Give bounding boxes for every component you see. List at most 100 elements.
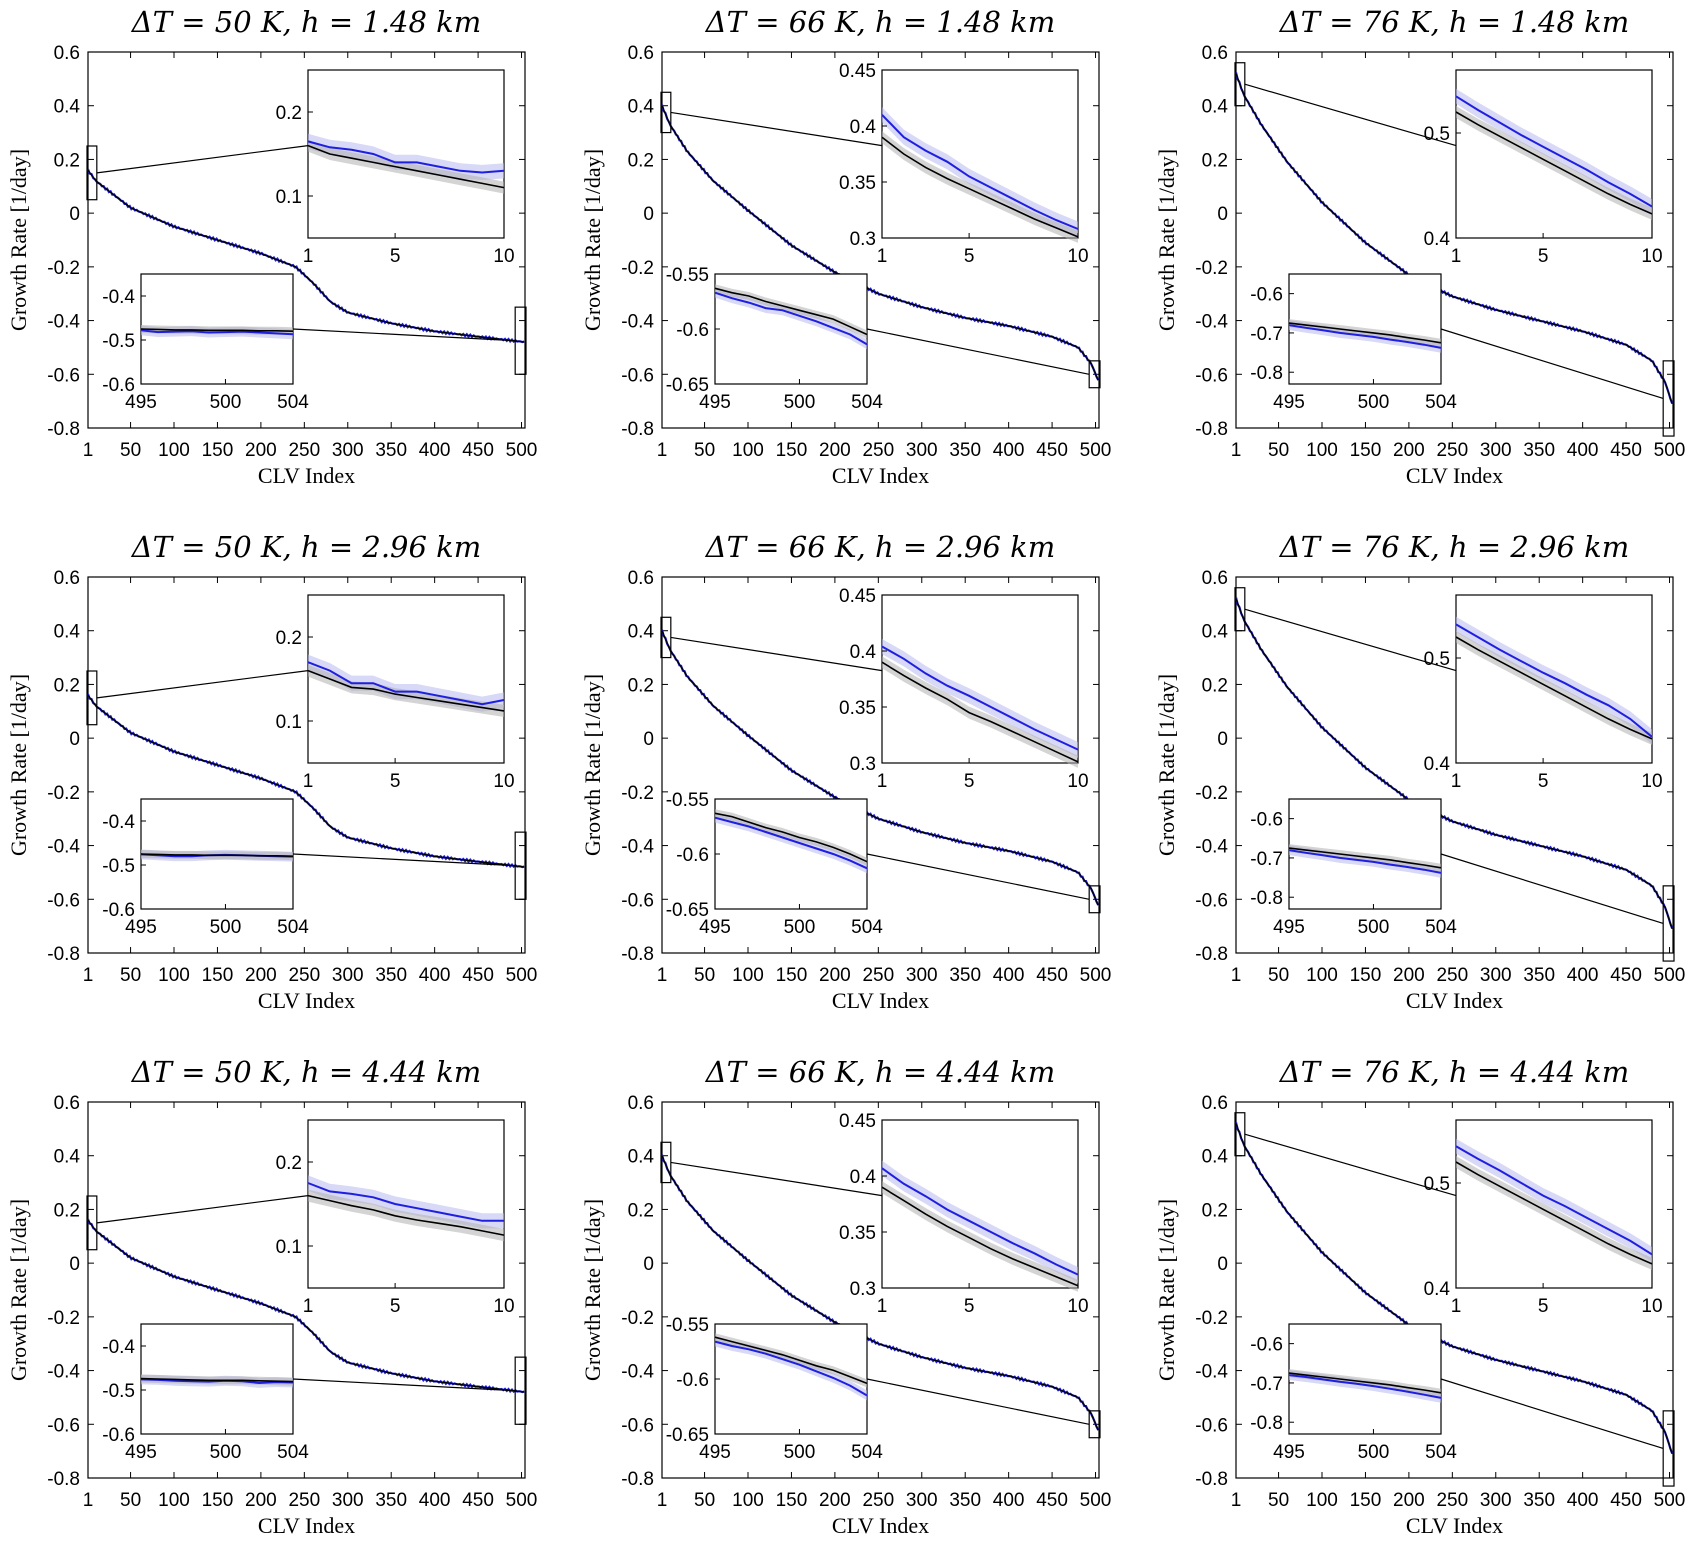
- x-tick-label: 1: [657, 440, 668, 461]
- x-axis-label: CLV Index: [258, 463, 355, 488]
- inset-x-tick-label: 5: [964, 771, 975, 792]
- y-tick-label: 0: [643, 1254, 654, 1275]
- inset-x-tick-label: 1: [1451, 771, 1462, 792]
- zoom-box-head: [1234, 62, 1246, 107]
- inset-head: 0.3 0.35 0.4 0.45 1 5 10: [839, 61, 1089, 267]
- inset-x-tick-label: 1: [303, 246, 314, 267]
- y-tick-label: 0.2: [1202, 1200, 1228, 1221]
- plot-frame: [1235, 576, 1674, 954]
- zoom-box-head: [86, 670, 98, 726]
- x-axis-label: CLV Index: [832, 463, 929, 488]
- x-tick-label: 100: [732, 965, 764, 986]
- y-tick-label: 0: [1217, 1254, 1228, 1275]
- inset-x-tick-label: 500: [1358, 1442, 1390, 1463]
- zoom-connector: [96, 145, 309, 174]
- x-tick-label: 400: [993, 440, 1025, 461]
- x-tick-label: 450: [1036, 440, 1068, 461]
- inset-x-tick-label: 10: [1067, 771, 1088, 792]
- inset-y-tick-label: -0.55: [666, 1315, 709, 1336]
- x-tick-label: 1: [657, 1490, 668, 1511]
- x-tick-label: 400: [993, 965, 1025, 986]
- inset-model-line: [1455, 623, 1653, 738]
- inset-x-tick-label: 10: [1641, 246, 1662, 267]
- inset-x-tick-label: 500: [1358, 392, 1390, 413]
- x-tick-label: 300: [332, 965, 364, 986]
- y-tick-label: -0.4: [621, 312, 654, 333]
- y-tick-label: -0.4: [47, 312, 80, 333]
- plot-frame: [661, 51, 1100, 429]
- x-tick-label: 400: [1567, 965, 1599, 986]
- inset-y-tick-label: 0.1: [276, 1237, 302, 1258]
- x-tick-label: 400: [993, 1490, 1025, 1511]
- y-tick-label: -0.8: [47, 944, 80, 965]
- y-tick-label: -0.6: [621, 890, 654, 911]
- x-tick-label: 150: [776, 965, 808, 986]
- inset-reference-line: [714, 812, 868, 863]
- inset-reference-line: [1455, 1161, 1653, 1265]
- x-tick-label: 400: [1567, 1490, 1599, 1511]
- inset-y-tick-label: 0.4: [850, 642, 877, 663]
- inset-y-tick-label: 0.5: [1424, 649, 1450, 670]
- inset-x-tick-label: 1: [303, 1296, 314, 1317]
- y-tick-label: 0.4: [54, 97, 81, 118]
- x-tick-label: 100: [1306, 1490, 1338, 1511]
- inset-tail: -0.6 -0.7 -0.8 495 500 504: [1250, 273, 1457, 413]
- x-tick-label: 350: [375, 1490, 407, 1511]
- y-tick-label: 0: [69, 1254, 80, 1275]
- inset-model-line: [307, 1182, 504, 1222]
- y-axis-label: Growth Rate [1/day]: [6, 149, 31, 331]
- y-tick-label: -0.4: [1195, 312, 1228, 333]
- x-tick-label: 200: [245, 440, 277, 461]
- x-tick-label: 450: [1610, 1490, 1642, 1511]
- y-tick-label: -0.8: [621, 1469, 654, 1490]
- x-axis-label: CLV Index: [1406, 463, 1503, 488]
- x-tick-label: 200: [245, 1490, 277, 1511]
- zoom-connector: [1440, 853, 1664, 925]
- inset-x-tick-label: 504: [1425, 392, 1457, 413]
- x-tick-label: 250: [288, 440, 320, 461]
- inset-head: 0.1 0.2 1 5 10: [276, 594, 515, 792]
- y-tick-label: 0: [1217, 204, 1228, 225]
- inset-y-tick-label: 0.4: [1424, 229, 1451, 250]
- inset-y-tick-label: -0.5: [102, 1381, 135, 1402]
- x-tick-label: 500: [1080, 440, 1112, 461]
- y-tick-label: 0.2: [628, 675, 654, 696]
- inset-y-tick-label: -0.4: [102, 287, 135, 308]
- plot-frame: [661, 1101, 1100, 1479]
- x-tick-label: 50: [1268, 1490, 1289, 1511]
- inset-x-tick-label: 500: [210, 392, 242, 413]
- inset-reference-line: [307, 1194, 505, 1236]
- chart-panel: ΔT = 66 K, h = 2.96 km -0.8 -0.6 -0.4 -0.2 0 0…: [580, 530, 1111, 1013]
- reference-series-line: [1235, 73, 1673, 405]
- x-tick-label: 300: [906, 965, 938, 986]
- x-tick-label: 150: [202, 1490, 234, 1511]
- inset-reference-line: [307, 669, 505, 712]
- y-axis-label: Growth Rate [1/day]: [1154, 149, 1179, 331]
- inset-x-tick-label: 500: [784, 917, 816, 938]
- inset-reference-line: [1288, 1372, 1442, 1394]
- inset-x-tick-label: 5: [1538, 246, 1549, 267]
- inset-y-tick-label: -0.6: [1250, 1335, 1283, 1356]
- inset-x-tick-label: 5: [1538, 771, 1549, 792]
- inset-x-tick-label: 10: [493, 771, 514, 792]
- inset-model-line: [881, 114, 1079, 230]
- x-tick-label: 450: [462, 440, 494, 461]
- inset-x-tick-label: 504: [851, 392, 883, 413]
- y-tick-label: 0.6: [54, 568, 80, 589]
- inset-model-line: [714, 816, 868, 870]
- x-tick-label: 250: [862, 965, 894, 986]
- inset-y-tick-label: 0.35: [839, 1223, 876, 1244]
- y-tick-label: 0.4: [54, 622, 81, 643]
- inset-head: 0.4 0.5 1 5 10: [1424, 1119, 1663, 1317]
- x-tick-label: 50: [1268, 440, 1289, 461]
- x-tick-label: 400: [419, 440, 451, 461]
- inset-reference-line: [1455, 111, 1653, 215]
- panel-title: ΔT = 66 K, h = 2.96 km: [705, 530, 1056, 564]
- inset-x-tick-label: 10: [1641, 771, 1662, 792]
- y-tick-label: -0.8: [1195, 944, 1228, 965]
- inset-reference-line: [140, 328, 294, 332]
- zoom-connector: [1244, 1133, 1457, 1197]
- zoom-box-head: [660, 1141, 672, 1184]
- x-tick-label: 300: [1480, 1490, 1512, 1511]
